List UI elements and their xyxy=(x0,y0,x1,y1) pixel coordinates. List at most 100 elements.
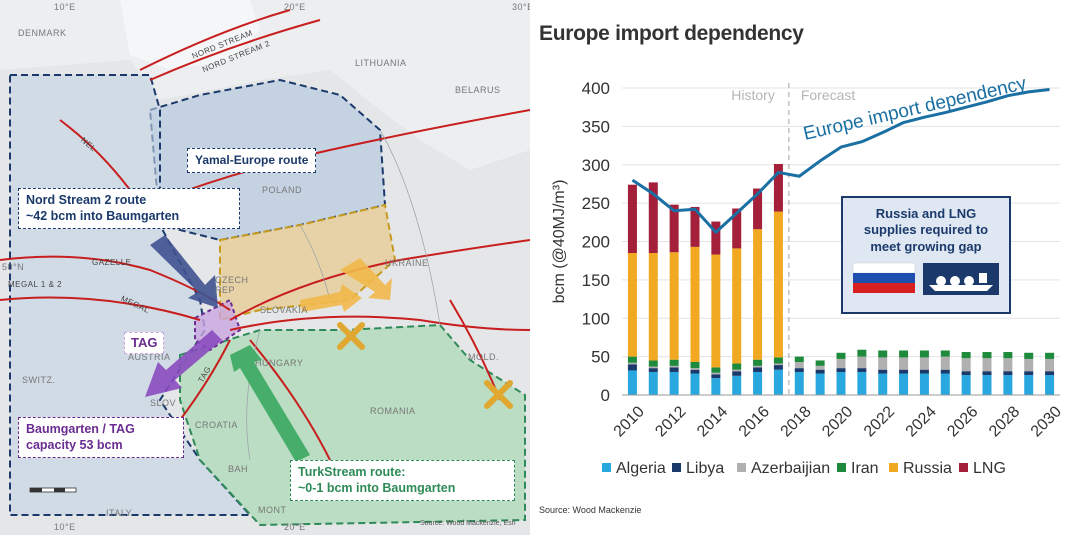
bar-libya xyxy=(753,367,763,372)
country-label-mont: MONT xyxy=(258,505,287,515)
country-label-austria: AUSTRIA xyxy=(128,352,171,362)
bar-azerbaijian xyxy=(919,357,929,370)
bar-iran xyxy=(627,356,637,363)
bar-iran xyxy=(836,352,846,359)
bar-iran xyxy=(794,356,804,362)
bar-iran xyxy=(878,350,888,358)
bar-russia xyxy=(711,254,721,368)
x-tick-label: 2014 xyxy=(694,403,731,440)
bar-libya xyxy=(961,371,971,376)
forecast-label: Forecast xyxy=(801,87,856,103)
bar-lng xyxy=(711,221,721,255)
bar-algeria xyxy=(1003,375,1013,395)
bar-lng xyxy=(690,206,700,247)
x-tick-label: 2026 xyxy=(944,403,981,440)
bar-libya xyxy=(836,368,846,372)
bar-azerbaijian xyxy=(815,365,825,370)
graticule-label-50n: 50°N xyxy=(2,262,25,272)
bar-libya xyxy=(690,369,700,374)
country-label-italy: ITALY xyxy=(106,508,133,518)
country-label-mold: MOLD. xyxy=(468,352,500,362)
legend-swatch-lng xyxy=(959,463,968,472)
x-tick-label: 2016 xyxy=(736,403,773,440)
bar-libya xyxy=(627,364,637,371)
bar-algeria xyxy=(1024,375,1034,395)
bar-azerbaijian xyxy=(773,363,783,366)
bar-libya xyxy=(732,371,742,376)
legend-label-libya: Libya xyxy=(686,460,724,477)
baumgarten-label: Baumgarten / TAG xyxy=(26,422,135,436)
graticule-label-30e: 30°E xyxy=(512,2,530,12)
bar-algeria xyxy=(919,373,929,395)
bar-iran xyxy=(1003,352,1013,359)
bar-azerbaijian xyxy=(1024,358,1034,372)
bar-lng xyxy=(648,182,658,254)
pipeline-label-megal-1-2: MEGAL 1 & 2 xyxy=(8,280,63,289)
country-label-croatia: CROATIA xyxy=(195,420,238,430)
callout-box: Russia and LNG supplies required to meet… xyxy=(841,196,1011,314)
bar-libya xyxy=(919,369,929,374)
bar-iran xyxy=(899,350,909,358)
lng-tanker-icon xyxy=(923,262,999,295)
x-tick-label: 2030 xyxy=(1028,403,1065,440)
history-label: History xyxy=(731,87,775,103)
map-panel: 10°E 20°E 30°E 50°N 10°E 20°E DENMARK LI… xyxy=(0,0,530,535)
bar-algeria xyxy=(899,373,909,395)
bar-libya xyxy=(648,368,658,372)
bar-iran xyxy=(753,359,763,366)
bar-russia xyxy=(627,253,637,357)
bar-libya xyxy=(669,367,679,372)
bar-iran xyxy=(857,349,867,357)
bar-iran xyxy=(648,360,658,367)
bar-russia xyxy=(648,253,658,361)
bar-azerbaijian xyxy=(732,369,742,372)
bar-azerbaijian xyxy=(648,366,658,369)
bar-algeria xyxy=(690,373,700,395)
bar-algeria xyxy=(961,375,971,395)
bar-russia xyxy=(690,246,700,362)
x-tick-label: 2018 xyxy=(778,403,815,440)
bar-azerbaijian xyxy=(627,362,637,365)
bar-libya xyxy=(857,368,867,372)
bar-libya xyxy=(711,374,721,379)
country-label-lithuania: LITHUANIA xyxy=(355,58,407,68)
bar-iran xyxy=(815,360,825,366)
legend-swatch-algeria xyxy=(602,463,611,472)
bar-iran xyxy=(919,350,929,358)
bar-iran xyxy=(1024,352,1034,359)
bar-azerbaijian xyxy=(794,361,804,369)
bar-lng xyxy=(753,188,763,230)
bar-algeria xyxy=(878,373,888,395)
import-dependency-line xyxy=(631,88,1050,234)
bar-algeria xyxy=(794,371,804,395)
bar-algeria xyxy=(732,375,742,395)
y-tick-label: 400 xyxy=(582,79,610,98)
bar-libya xyxy=(899,369,909,374)
legend-label-azerbaijian: Azerbaijian xyxy=(751,460,830,477)
bar-iran xyxy=(690,361,700,369)
yamal-route-label: Yamal-Europe route xyxy=(195,153,309,167)
x-tick-label: 2020 xyxy=(819,403,856,440)
bar-russia xyxy=(773,211,783,358)
country-label-hungary: HUNGARY xyxy=(255,358,304,368)
y-tick-label: 200 xyxy=(582,233,610,252)
bar-lng xyxy=(773,163,783,212)
turkstream-label: TurkStream route: xyxy=(298,465,406,479)
country-label-slov: SLOV xyxy=(150,398,177,408)
chart-title: Europe import dependency xyxy=(539,22,804,45)
bar-azerbaijian xyxy=(669,365,679,368)
bar-azerbaijian xyxy=(961,358,971,372)
y-axis-label: bcm (@40MJ/m³) xyxy=(551,180,568,304)
nord-stream-2-box: Nord Stream 2 route ~42 bcm into Baumgar… xyxy=(18,188,240,230)
bar-libya xyxy=(794,368,804,372)
nord-stream-2-label: Nord Stream 2 route xyxy=(26,193,147,207)
bar-libya xyxy=(815,369,825,374)
country-label-belarus: BELARUS xyxy=(455,85,501,95)
bar-algeria xyxy=(982,375,992,395)
x-tick-label: 2010 xyxy=(611,403,648,440)
bar-iran xyxy=(982,352,992,359)
tag-box: TAG xyxy=(124,332,165,355)
legend-swatch-russia xyxy=(889,463,898,472)
legend-swatch-libya xyxy=(672,463,681,472)
bar-iran xyxy=(711,367,721,373)
